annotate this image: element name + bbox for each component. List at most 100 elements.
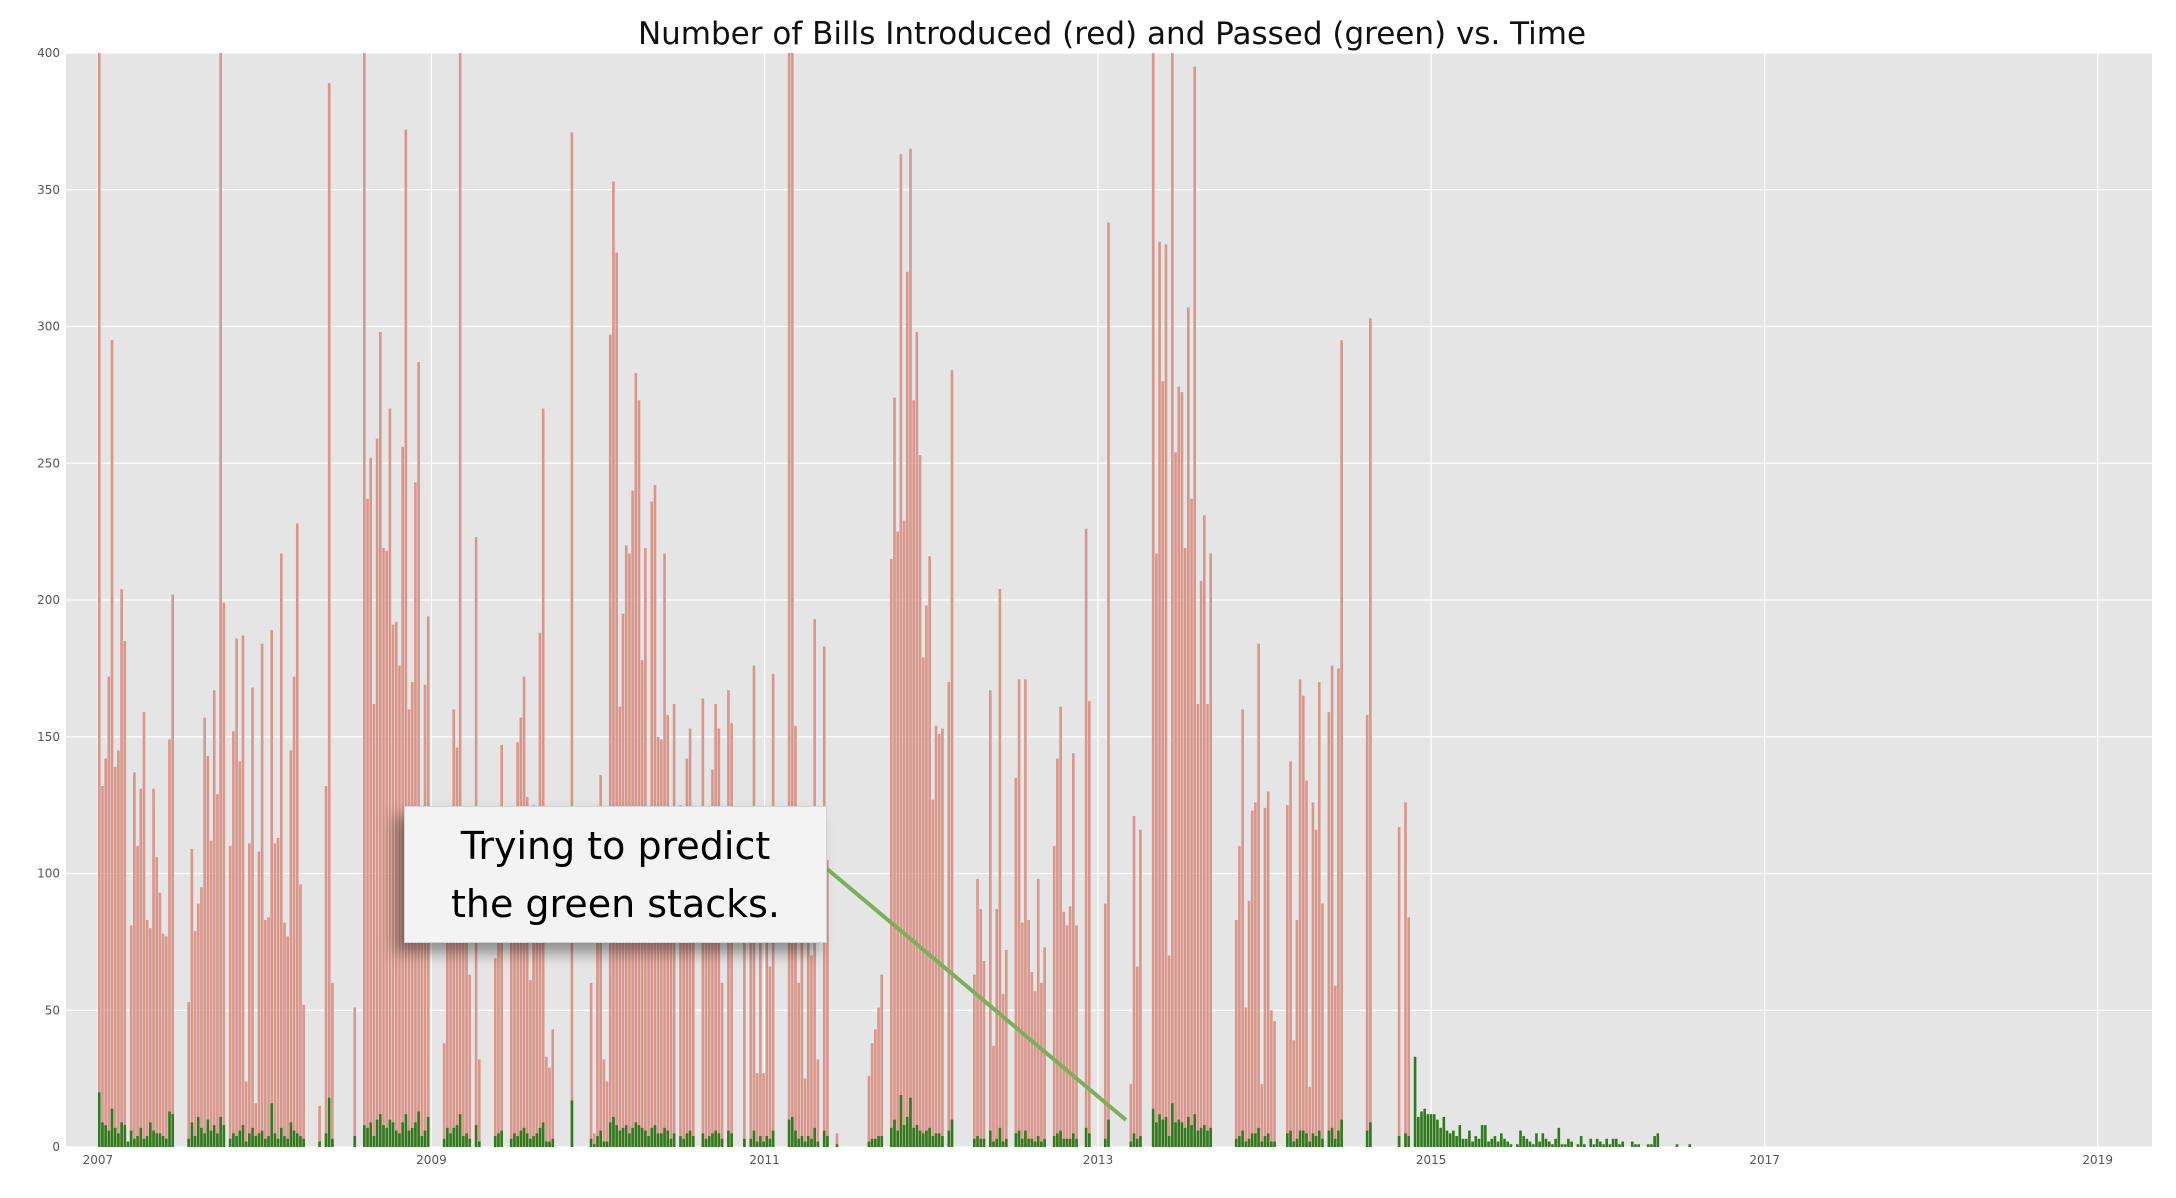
passed-bar (663, 1127, 666, 1147)
passed-bar (1397, 1136, 1401, 1147)
passed-bar (1547, 1141, 1551, 1147)
passed-bar (513, 1133, 516, 1147)
passed-bar (1541, 1133, 1545, 1147)
passed-bar (1036, 1136, 1040, 1147)
introduced-bar (158, 892, 162, 1147)
introduced-bar (1407, 917, 1411, 1147)
passed-bar (973, 1138, 976, 1147)
introduced-bar (1004, 950, 1008, 1147)
passed-bar (1040, 1141, 1043, 1147)
passed-bar (1656, 1133, 1660, 1147)
passed-bar (270, 1103, 274, 1147)
annotation-arrow (824, 866, 1128, 1122)
introduced-bar (295, 523, 299, 1147)
introduced-bar (267, 917, 270, 1147)
introduced-bar (139, 788, 143, 1147)
passed-bar (155, 1133, 159, 1147)
passed-bar (529, 1138, 532, 1147)
passed-bar (324, 1133, 328, 1147)
introduced-bar (905, 271, 909, 1147)
introduced-bar (551, 1029, 555, 1147)
passed-bar (800, 1136, 804, 1147)
passed-bar (1033, 1141, 1037, 1147)
passed-bar (1544, 1138, 1548, 1147)
passed-bar (727, 1130, 730, 1147)
annotation-line-2: the green stacks. (450, 881, 781, 926)
passed-bar (621, 1127, 625, 1147)
passed-bar (743, 1138, 746, 1147)
introduced-bar (637, 400, 641, 1148)
introduced-bar (200, 887, 203, 1147)
introduced-bar (679, 805, 682, 1147)
passed-bar (1327, 1130, 1331, 1147)
introduced-bar (513, 870, 516, 1147)
passed-bar (1531, 1144, 1535, 1147)
introduced-bar (1059, 706, 1062, 1147)
passed-bar (950, 1119, 954, 1147)
passed-bar (500, 1130, 503, 1147)
passed-bar (1621, 1141, 1624, 1147)
introduced-bar (768, 966, 772, 1147)
passed-bar (880, 1136, 884, 1147)
y-tick-label: 350 (37, 183, 60, 197)
passed-bar (889, 1127, 893, 1147)
introduced-bar (462, 906, 465, 1147)
introduced-bar (493, 958, 497, 1147)
introduced-bar (909, 148, 912, 1148)
introduced-bar (388, 408, 392, 1147)
introduced-bar (1027, 919, 1030, 1147)
passed-bar (1254, 1133, 1257, 1147)
introduced-bar (1301, 695, 1305, 1147)
passed-bar (363, 1125, 366, 1147)
passed-bar (912, 1127, 915, 1147)
introduced-bar (222, 602, 226, 1147)
introduced-bar (1129, 1084, 1133, 1147)
passed-bar (260, 1130, 264, 1147)
passed-bar (691, 1136, 695, 1147)
introduced-bar (1193, 66, 1197, 1147)
passed-bar (254, 1136, 258, 1147)
introduced-bar (366, 498, 369, 1147)
introduced-bar (707, 848, 711, 1147)
introduced-bar (1164, 244, 1168, 1147)
passed-bar (136, 1136, 139, 1147)
introduced-bar (244, 1081, 248, 1147)
passed-bar (813, 1127, 816, 1147)
passed-bar (372, 1136, 376, 1147)
introduced-bar (212, 690, 216, 1147)
introduced-bar (615, 252, 618, 1147)
introduced-bar (155, 857, 159, 1147)
passed-bar (206, 1119, 210, 1147)
introduced-bar (455, 747, 459, 1147)
introduced-bar (1314, 829, 1318, 1147)
introduced-bar (171, 594, 175, 1147)
passed-bar (1337, 1130, 1340, 1147)
passed-bar (602, 1141, 606, 1147)
passed-bar (1506, 1141, 1510, 1147)
introduced-bar (394, 621, 398, 1147)
passed-bar (1311, 1133, 1315, 1147)
passed-bar (1650, 1144, 1653, 1147)
passed-bar (1014, 1133, 1018, 1147)
introduced-bar (1234, 919, 1238, 1147)
passed-bar (1464, 1138, 1468, 1147)
passed-bar (1445, 1130, 1449, 1147)
passed-bar (867, 1141, 871, 1147)
passed-bar (925, 1130, 928, 1147)
introduced-bar (142, 712, 146, 1147)
introduced-bar (803, 1078, 807, 1147)
passed-bar (896, 1130, 900, 1147)
passed-bar (570, 1100, 574, 1147)
passed-bar (1452, 1130, 1455, 1147)
introduced-bar (149, 928, 152, 1147)
introduced-bar (1241, 709, 1244, 1147)
y-tick-label: 0 (52, 1140, 60, 1154)
passed-bar (1340, 1119, 1343, 1147)
passed-bar (248, 1133, 251, 1147)
introduced-bar (1132, 816, 1136, 1147)
passed-bar (212, 1125, 216, 1147)
passed-bar (934, 1133, 938, 1147)
passed-bar (318, 1141, 321, 1147)
passed-bar (1490, 1138, 1494, 1147)
passed-bar (749, 1138, 753, 1147)
